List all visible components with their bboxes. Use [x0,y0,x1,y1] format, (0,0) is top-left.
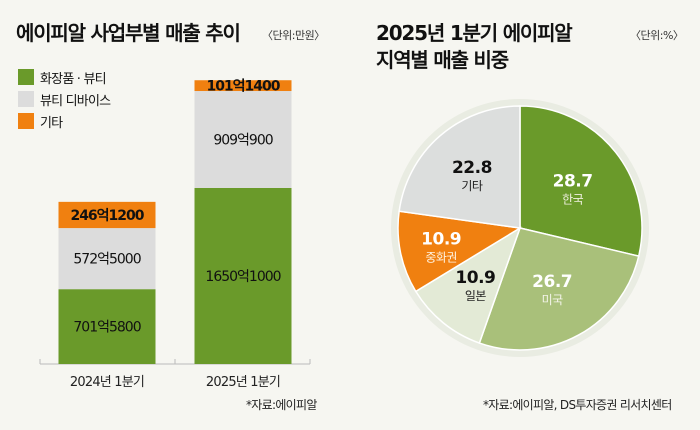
pie-slice-korea [519,105,643,258]
pie-slice-japan [414,226,522,345]
bar-segment-device [194,91,292,188]
pie-category-label: 중화권 [425,250,457,264]
pie-category-label: 일본 [465,289,487,303]
legend-item-device: 뷰티 디바이스 [18,88,111,110]
pie-slice-etc [398,105,521,229]
bar-data-label: 572억5000 [73,252,140,268]
legend-label-cosmetics: 화장품 · 뷰티 [40,71,107,87]
pie-category-label: 한국 [562,192,584,206]
bar-chart-source: *자료:에이피알 [246,398,317,412]
pie-slice-china [397,210,523,293]
pie-slice-usa [478,227,640,351]
bar-chart-unit: 〈단위:만원〉 [262,29,325,42]
legend-item-cosmetics: 화장품 · 뷰티 [18,66,110,88]
bar-data-label: 101억1400 [206,79,280,95]
pie-value-label: 22.8 [452,158,492,178]
pie-value-label: 10.9 [421,229,461,249]
pie-chart-title-line2: 지역별 매출 비중 [376,48,509,72]
bar-data-label: 909억900 [213,133,272,149]
bar-chart-legend: 화장품 · 뷰티 뷰티 디바이스 기타 [18,66,111,132]
legend-swatch-cosmetics [18,69,34,85]
bar-segment-device [58,228,156,290]
legend-swatch-device [18,91,34,107]
pie-value-label: 26.7 [532,272,572,292]
bar-chart-title: 에이피알 사업부별 매출 추이 [16,21,241,45]
pie-outer-ring [391,99,649,357]
legend-item-other: 기타 [18,110,110,132]
legend-label-other: 기타 [40,115,63,131]
pie-category-label: 미국 [542,293,564,307]
legend-label-device: 뷰티 디바이스 [40,93,111,109]
pie-chart-unit: 〈단위:%〉 [630,29,684,42]
pie-category-label: 기타 [461,179,483,193]
bar-segment-cosmetics [194,187,292,364]
bar-data-label: 246억1200 [70,208,144,224]
bar-data-label: 701억5800 [73,320,140,336]
bar-segment-cosmetics [58,289,156,364]
pie-value-label: 28.7 [553,171,593,191]
pie-value-label: 10.9 [455,268,495,288]
x-tick-label: 2024년 1분기 [70,375,144,390]
x-tick-label: 2025년 1분기 [206,375,280,390]
pie-chart-source: *자료:에이피알, DS투자증권 리서치센터 [483,398,672,412]
stacked-bar-chart: 701억5800 572억5000 246억1200 2024년 1분기 1650억10… [39,79,311,390]
bar-segment-other [194,80,292,92]
pie-chart-title: 2025년 1분기 에이피알 지역별 매출 비중 [376,20,573,74]
bar-segment-other [58,201,156,229]
bar-data-label: 1650억1000 [205,269,280,285]
pie-chart-title-line1: 2025년 1분기 에이피알 [376,21,573,45]
legend-swatch-other [18,113,34,129]
